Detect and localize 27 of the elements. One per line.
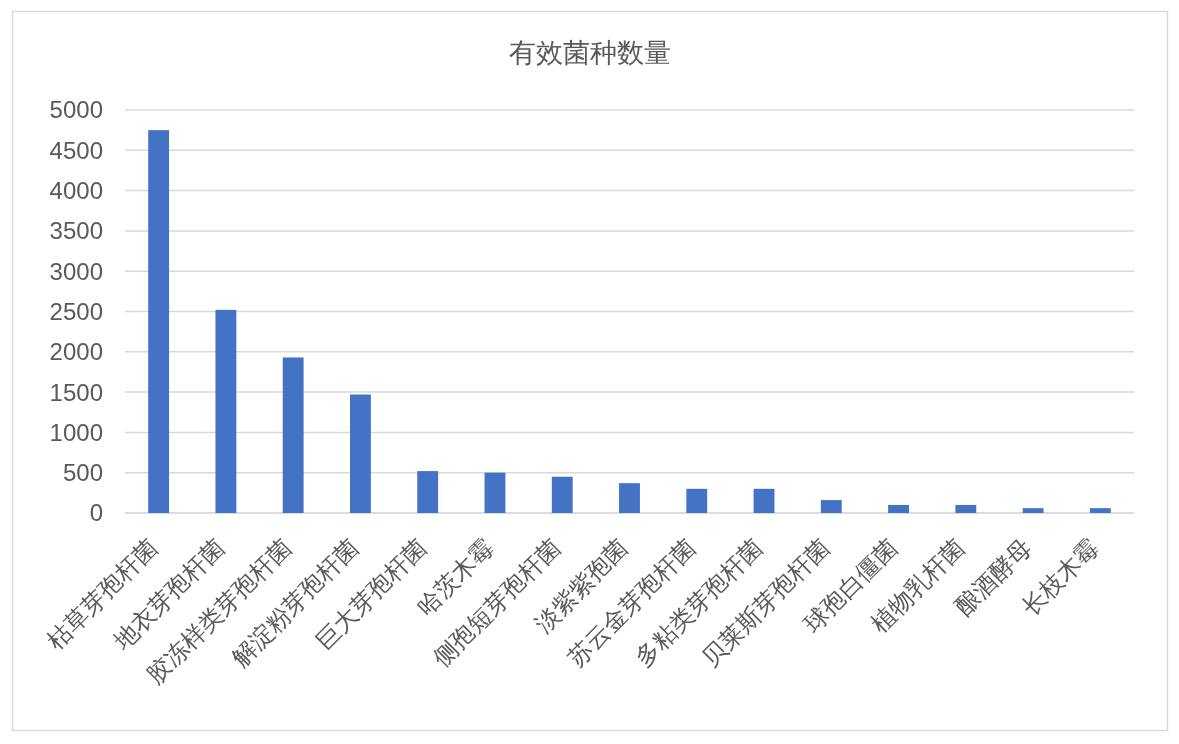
bar <box>753 488 775 513</box>
bar <box>1089 508 1111 513</box>
bar <box>148 130 170 513</box>
bar <box>686 488 708 513</box>
y-tick-label: 1500 <box>49 378 103 406</box>
y-tick-label: 1000 <box>49 418 103 446</box>
y-tick-label: 2000 <box>49 338 103 366</box>
y-tick-label: 2500 <box>49 297 103 325</box>
y-tick-label: 0 <box>89 499 103 527</box>
y-tick-label: 500 <box>62 459 103 487</box>
bar <box>551 476 573 513</box>
bar <box>484 472 506 513</box>
bar <box>820 500 842 513</box>
bar <box>619 483 640 513</box>
y-tick-label: 5000 <box>49 96 103 124</box>
bar <box>417 471 439 513</box>
y-tick-label: 4500 <box>49 136 103 164</box>
y-tick-label: 4000 <box>49 177 103 204</box>
bar <box>955 504 977 513</box>
bar <box>215 309 237 513</box>
bar <box>282 357 304 513</box>
y-tick-label: 3000 <box>49 257 103 285</box>
y-tick-label: 3500 <box>49 217 103 245</box>
chart-title: 有效菌种数量 <box>509 38 671 68</box>
bar <box>1022 508 1044 513</box>
bar <box>350 394 371 513</box>
bar <box>888 504 909 513</box>
